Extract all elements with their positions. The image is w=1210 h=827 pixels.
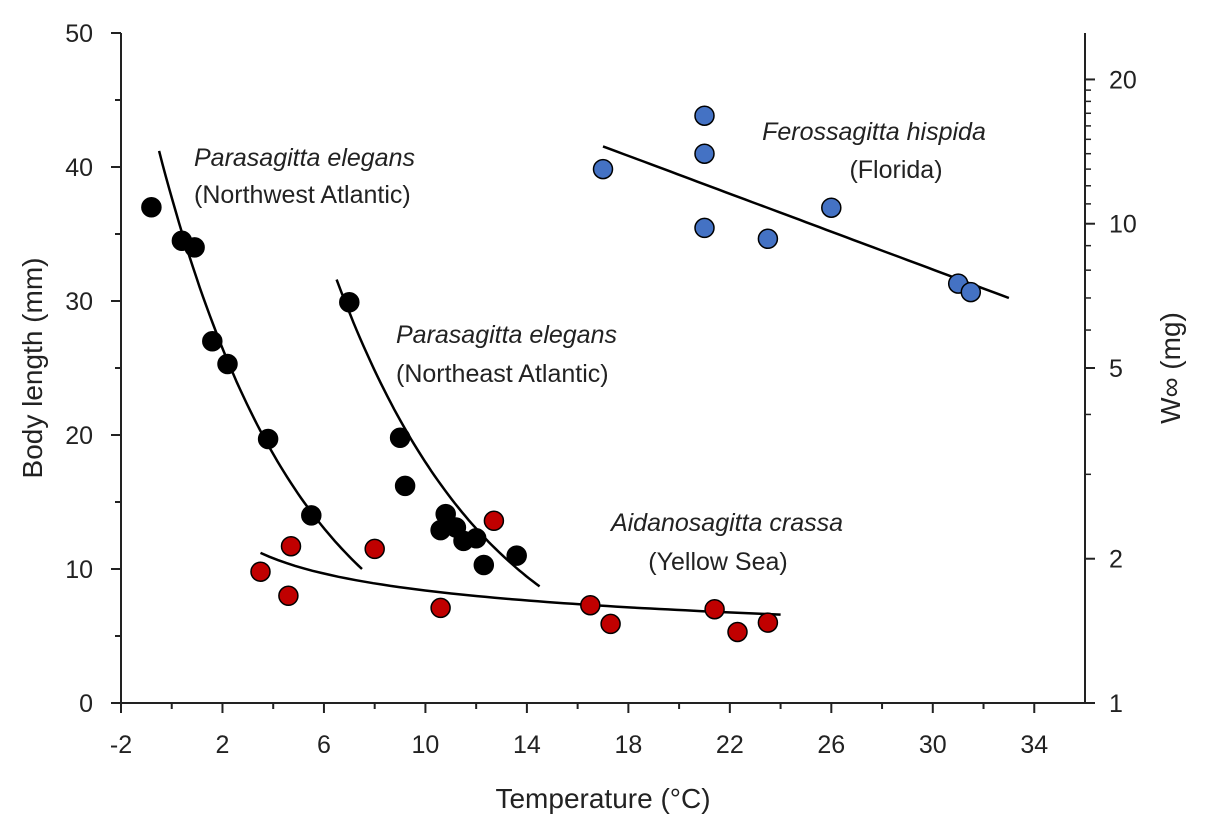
point-s2-3 [364,538,385,560]
fit-line-1 [335,279,541,588]
y-tick-label-3: 30 [65,288,93,316]
y2-tick-label-4: 20 [1109,66,1137,94]
fit-lines [157,145,1010,616]
annotation-florida-sub: (Florida) [849,156,942,184]
point-s2-10 [757,612,779,633]
point-s2-7 [600,613,621,635]
x-tick-label-8: 30 [919,731,947,759]
point-s0-6 [301,505,322,526]
x-tick-label-9: 34 [1020,731,1048,759]
point-s2-6 [580,594,601,616]
x-tick-label-5: 18 [614,731,642,759]
point-s1-2 [394,475,416,497]
point-s3-0 [592,158,614,180]
annotation-yellow-sea-title: Aidanosagitta crassa [609,509,843,537]
y-tick-label-4: 40 [65,154,93,182]
point-s0-0 [141,196,162,218]
y-tick-label-2: 20 [65,422,93,450]
y2-axis-title: W∞ (mg) [1155,312,1186,424]
annotation-nw-atlantic-sub: (Northwest Atlantic) [194,181,411,209]
y2-tick-label-1: 2 [1109,546,1123,574]
x-tick-label-7: 26 [817,731,845,759]
point-s3-7 [960,281,982,303]
x-tick-label-4: 14 [513,731,541,759]
point-s3-5 [821,197,842,218]
annotation-florida-title: Ferossagitta hispida [762,118,986,146]
y-tick-label-5: 50 [65,20,93,48]
y2-tick-label-2: 5 [1109,355,1123,383]
x-tick-label-2: 6 [317,731,331,759]
data-points [141,105,982,643]
x-tick-label-6: 22 [716,731,744,759]
point-s3-1 [694,105,715,126]
annotation-ne-atlantic-title: Parasagitta elegans [396,321,617,349]
point-s0-4 [217,353,238,375]
point-s0-5 [257,428,279,450]
y-axis-title: Body length (mm) [17,258,48,479]
x-axis-title: Temperature (°C) [495,783,710,814]
point-s2-4 [430,597,451,619]
fit-line-0 [157,150,363,570]
point-s1-7 [465,527,487,549]
point-s1-0 [339,292,360,313]
point-s2-2 [280,535,302,557]
point-s3-4 [757,228,779,250]
x-tick-label-0: -2 [110,731,132,759]
annotation-nw-atlantic-title: Parasagitta elegans [194,144,415,172]
point-s1-9 [506,545,527,566]
point-s2-0 [250,561,271,582]
y-tick-label-0: 0 [79,690,93,718]
point-s1-8 [473,554,495,576]
point-s1-1 [389,427,411,448]
point-s3-3 [694,217,715,239]
point-s0-2 [184,237,205,258]
point-s2-5 [483,510,505,532]
point-s2-1 [278,585,299,607]
annotation-yellow-sea-sub: (Yellow Sea) [648,548,787,576]
point-s2-9 [727,621,748,643]
y-tick-label-1: 10 [65,556,93,584]
y2-tick-label-3: 10 [1109,211,1137,239]
fit-line-3 [602,145,1010,300]
point-s2-8 [704,598,725,620]
point-s0-3 [202,330,223,352]
fit-line-2 [259,551,781,616]
y2-tick-label-0: 1 [1109,690,1123,718]
x-tick-label-3: 10 [412,731,440,759]
annotation-ne-atlantic-sub: (Northeast Atlantic) [396,360,609,388]
point-s3-2 [694,143,715,164]
x-tick-label-1: 2 [216,731,230,759]
